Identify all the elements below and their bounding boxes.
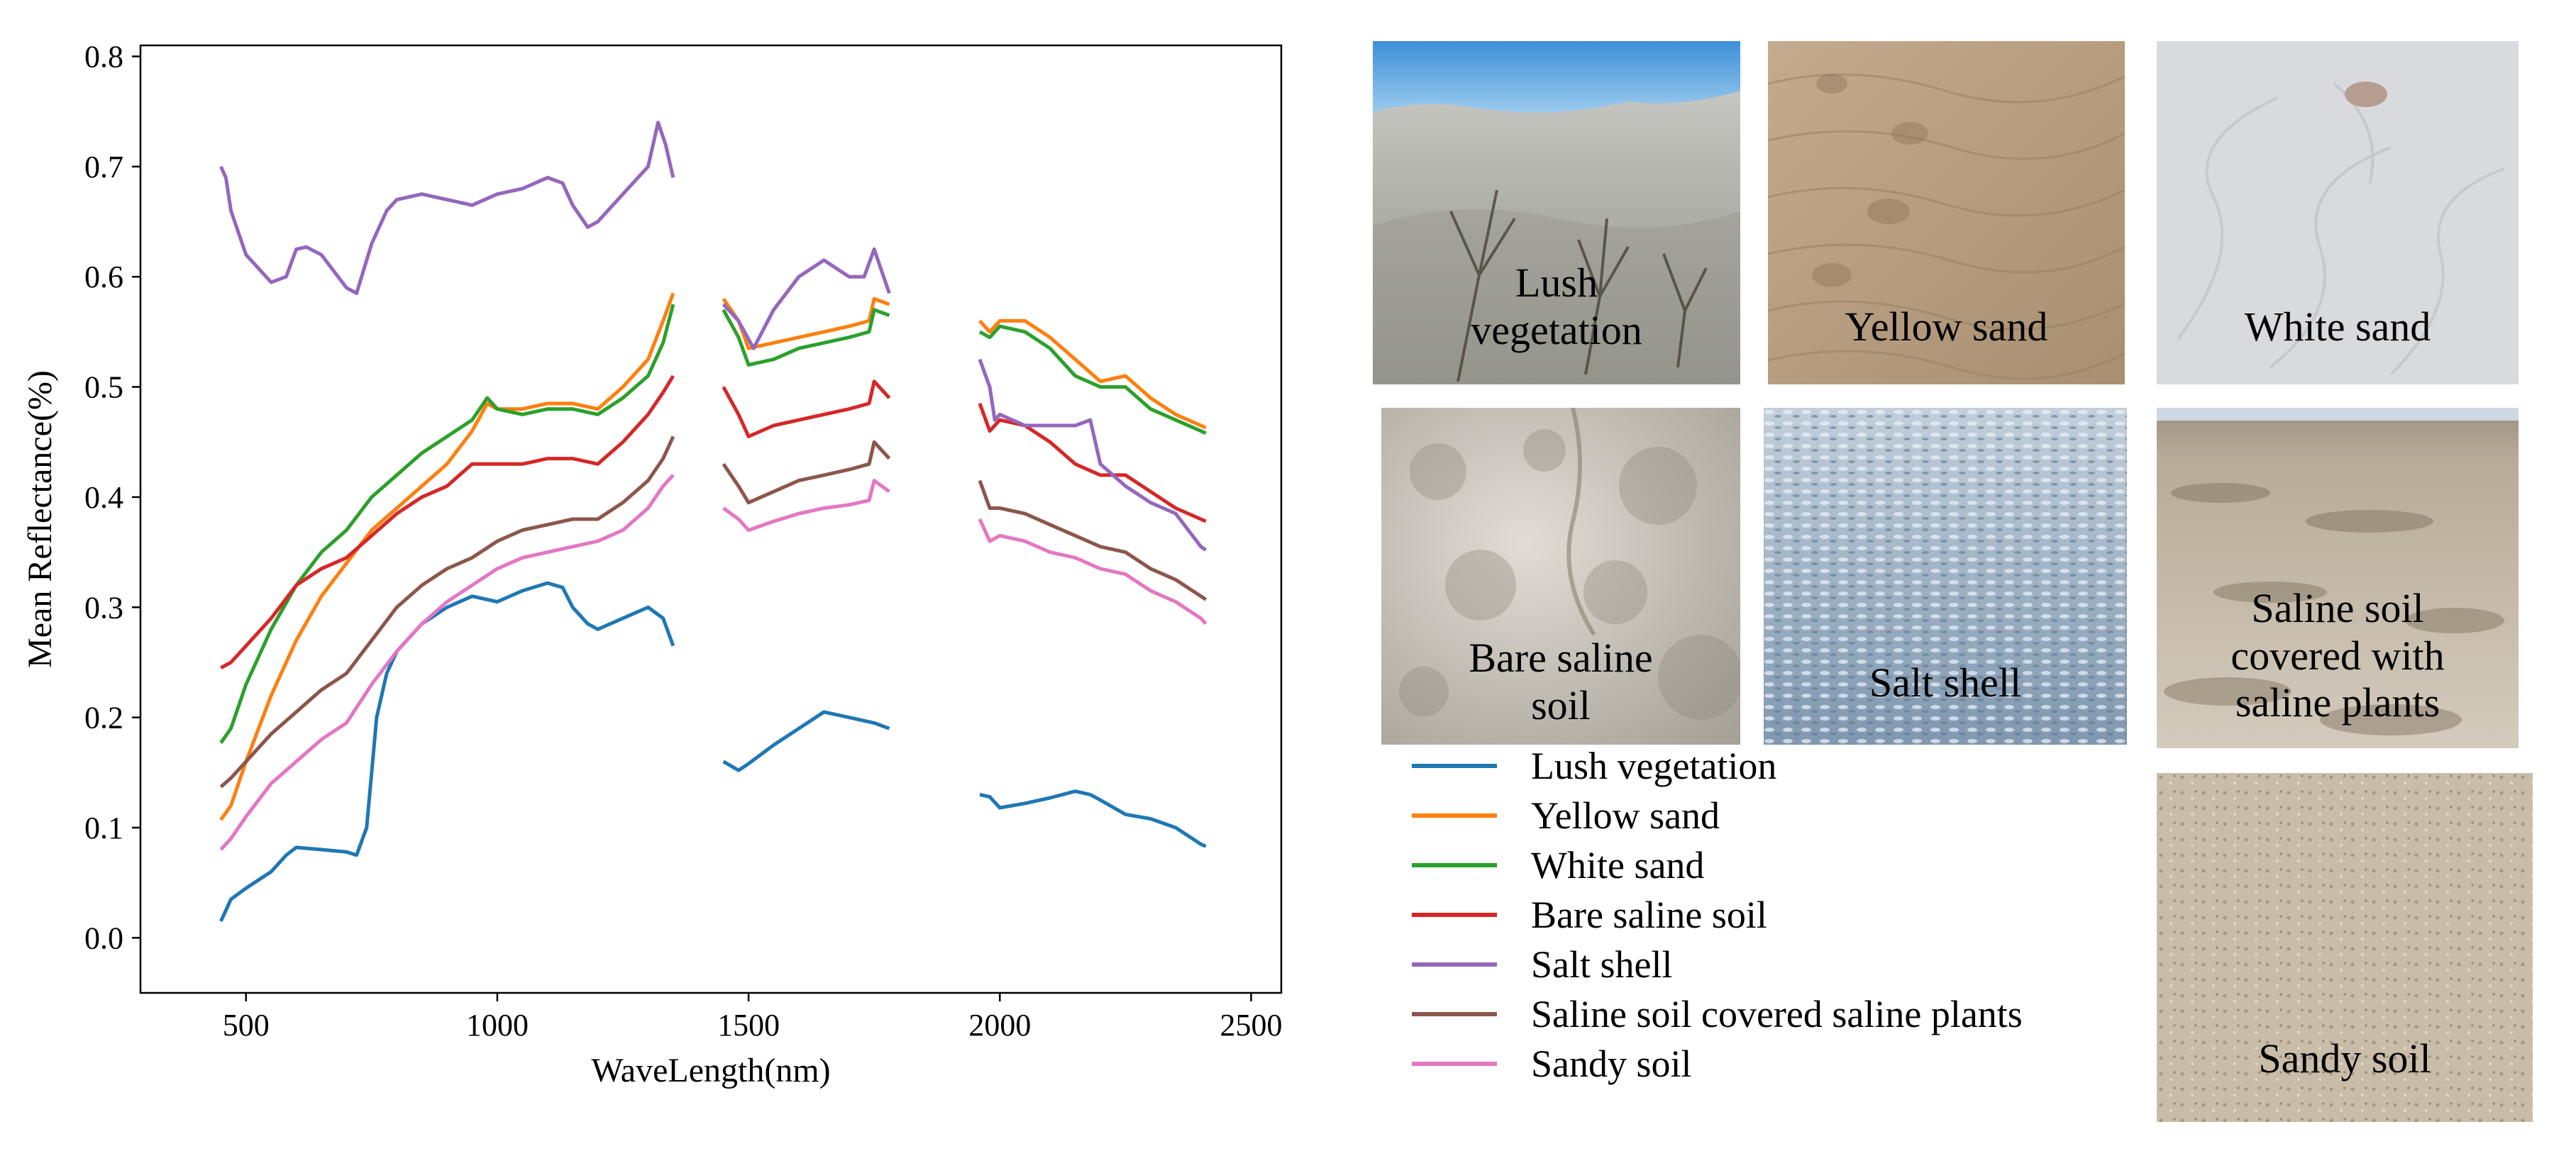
legend-label: Salt shell (1531, 943, 1673, 986)
series-line (219, 121, 675, 295)
series-line (219, 474, 675, 851)
legend-entry: Yellow sand (1412, 791, 2023, 840)
series-line (978, 324, 1207, 435)
legend-swatch (1412, 863, 1497, 867)
legend-label: Sandy soil (1531, 1043, 1692, 1085)
legend-entry: Sandy soil (1412, 1039, 2023, 1089)
salt-shell-image (1764, 408, 2127, 745)
photo-caption-line: soil (1531, 682, 1591, 728)
x-axis: 500 1000 1500 2000 2500 (223, 993, 1282, 1043)
series-line (978, 403, 1207, 523)
y-tick-label: 0.7 (84, 150, 123, 184)
legend-swatch (1412, 913, 1497, 917)
x-tick-label: 2500 (1220, 1008, 1282, 1043)
x-tick-label: 2000 (968, 1008, 1031, 1043)
photo-caption-line: vegetation (1471, 306, 1642, 353)
y-tick-label: 0.6 (84, 260, 123, 294)
photo-caption-line: Bare saline (1469, 635, 1653, 681)
series-line (219, 304, 675, 744)
legend-label: Saline soil covered saline plants (1531, 993, 2023, 1035)
photo-bare-saline-soil: Bare saline soil (1381, 408, 1740, 745)
series-line (978, 479, 1207, 601)
legend-swatch (1412, 764, 1497, 768)
photo-yellow-sand: Yellow sand (1768, 41, 2125, 384)
reflectance-chart: 500 1000 1500 2000 2500 0.00.10.20.30.40.50.… (21, 40, 1283, 1089)
photo-saline-soil-plants: Saline soil covered with saline plants (2157, 408, 2519, 748)
legend-entry: White sand (1412, 840, 2023, 890)
y-tick-label: 0.2 (84, 701, 123, 735)
legend-swatch (1412, 1012, 1497, 1016)
photo-sandy-soil: Sandy soil (2157, 773, 2533, 1122)
series-line (722, 710, 890, 772)
lush-vegetation-image (1373, 41, 1740, 384)
photo-caption-line: covered with (2230, 632, 2445, 679)
photo-caption-line: saline plants (2235, 679, 2440, 726)
saline-soil-plants-image (2157, 408, 2519, 748)
series-line (722, 308, 890, 367)
legend-swatch (1412, 813, 1497, 818)
bare-saline-soil-image (1381, 408, 1740, 745)
y-tick-label: 0.4 (84, 480, 123, 515)
y-tick-label: 0.3 (84, 590, 123, 625)
photo-caption-line: Saline soil (2251, 585, 2424, 631)
y-tick-label: 0.1 (84, 811, 123, 845)
legend-swatch (1412, 962, 1497, 967)
series-line (219, 435, 675, 789)
photo-salt-shell: Salt shell (1764, 408, 2127, 745)
series-line (978, 318, 1207, 430)
y-axis: 0.0 0.1 0.2 0.3 0.4 0.5 0.6 0.7 0.8 (84, 40, 140, 955)
y-tick-label: 0.8 (84, 40, 123, 74)
series-line (722, 379, 891, 438)
legend-label: Bare saline soil (1531, 894, 1767, 936)
legend-entry: Saline soil covered saline plants (1412, 989, 2023, 1039)
photo-white-sand: White sand (2157, 41, 2519, 384)
photo-caption-line: Yellow sand (1845, 304, 2048, 350)
series-line (978, 518, 1207, 626)
series-line (978, 358, 1207, 552)
y-tick-label: 0.5 (84, 370, 123, 405)
legend-swatch (1412, 1062, 1497, 1066)
legend-entry: Lush vegetation (1412, 741, 2023, 791)
series-line (219, 292, 675, 821)
white-sand-image (2157, 41, 2519, 384)
photo-caption-line: Lush (1515, 260, 1598, 306)
sandy-soil-image (2157, 773, 2533, 1122)
series-line (220, 374, 675, 669)
photo-caption-line: Salt shell (1869, 660, 2022, 706)
plot-lines (219, 121, 1207, 923)
yellow-sand-image (1768, 41, 2125, 384)
legend-label: Lush vegetation (1531, 745, 1777, 787)
legend-entry: Salt shell (1412, 940, 2023, 989)
series-line (722, 296, 890, 350)
legend-entry: Bare saline soil (1412, 890, 2023, 940)
x-tick-label: 1500 (717, 1008, 780, 1043)
x-tick-label: 1000 (466, 1008, 529, 1043)
photo-lush-vegetation: Lush vegetation (1373, 41, 1740, 384)
photo-caption-line: Sandy soil (2258, 1035, 2431, 1082)
legend-label: White sand (1531, 844, 1705, 887)
x-tick-label: 500 (223, 1008, 270, 1043)
series-line (722, 479, 890, 532)
y-tick-label: 0.0 (84, 921, 123, 955)
series-line (219, 581, 675, 923)
legend-label: Yellow sand (1531, 794, 1720, 837)
series-line (722, 247, 891, 350)
y-axis-title: Mean Reflectance(%) (21, 370, 59, 668)
x-axis-title: WaveLength(nm) (591, 1052, 830, 1089)
chart-legend: Lush vegetation Yellow sand White sand B… (1412, 741, 2023, 1089)
photo-caption-line: White sand (2244, 304, 2431, 350)
series-line (979, 789, 1207, 848)
plot-frame (139, 44, 1283, 994)
series-line (722, 440, 891, 505)
